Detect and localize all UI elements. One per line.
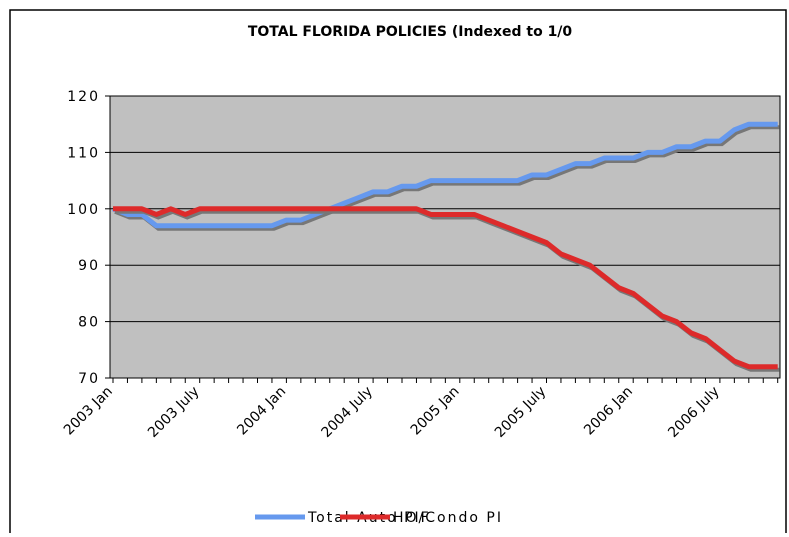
y-tick-label: 70 (78, 371, 100, 387)
y-tick-label: 90 (78, 258, 100, 274)
y-tick-label: 80 (78, 315, 100, 331)
plot-area (109, 95, 781, 379)
line-shadow (114, 125, 780, 231)
chart-title: TOTAL FLORIDA POLICIES (Indexed to 1/0 (248, 24, 573, 40)
series-line (113, 206, 778, 370)
series-line (112, 121, 778, 229)
legend-label: HO/Condo PI (393, 510, 503, 526)
y-tick-label: 120 (67, 89, 100, 105)
y-tick-label: 110 (67, 145, 100, 161)
y-tick-label: 100 (67, 202, 100, 218)
